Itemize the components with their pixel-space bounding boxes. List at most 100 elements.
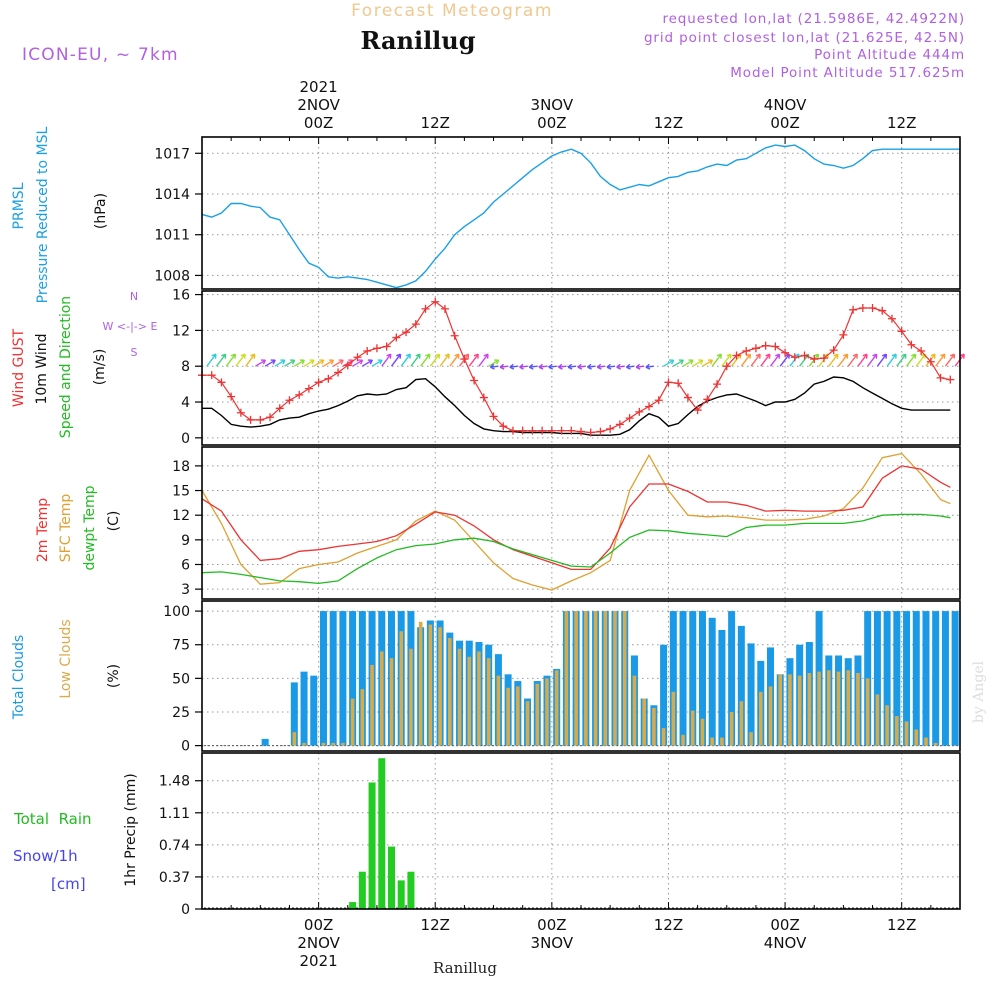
wind-direction-arrowhead	[616, 363, 622, 370]
wind-direction-arrowhead	[230, 353, 236, 359]
wind-gust-marker	[771, 342, 780, 351]
wind-gust-marker	[392, 333, 401, 342]
wind-label-gust: Wind GUST	[11, 328, 27, 407]
low-cloud-bar	[817, 671, 821, 746]
wind-gust-marker	[829, 346, 838, 355]
wind-direction-arrowhead	[930, 353, 936, 359]
low-cloud-bar	[418, 621, 423, 746]
wind-gust-marker	[275, 404, 284, 413]
wind-gust-marker	[207, 371, 216, 380]
wind-gust-marker	[713, 380, 722, 389]
total-cloud-bar	[922, 611, 930, 746]
wind-direction-arrowhead	[911, 353, 917, 359]
low-cloud-bar	[700, 718, 705, 746]
wind-direction-arrowhead	[891, 353, 897, 359]
wind-gust-marker	[557, 426, 566, 435]
low-cloud-bar	[350, 698, 355, 746]
wind-direction-arrow	[468, 353, 479, 367]
wind-gust-marker	[654, 396, 663, 405]
low-cloud-bar	[593, 611, 598, 746]
total-cloud-bar	[329, 611, 337, 746]
wind-gust-marker	[849, 305, 858, 314]
wind-direction-arrow	[216, 353, 227, 367]
low-cloud-bar	[622, 611, 627, 746]
total-cloud-bar	[290, 682, 298, 746]
low-cloud-bar	[856, 672, 860, 746]
ytick-label-pressure: 1011	[154, 228, 190, 244]
low-cloud-bar	[535, 683, 540, 746]
wind-direction-arrow	[626, 365, 635, 368]
wind-direction-arrow	[935, 353, 946, 367]
temp-label-sfc: SFC Temp	[58, 494, 74, 563]
wind-gust-marker	[431, 297, 440, 306]
wind-direction-arrowhead	[606, 363, 612, 370]
wind-gust-marker	[683, 393, 692, 402]
total-cloud-bar	[339, 611, 347, 746]
wind-direction-arrow	[568, 365, 577, 368]
low-cloud-bar	[749, 732, 753, 746]
wind-gust-marker	[266, 413, 275, 422]
wind-direction-arrowhead	[635, 363, 641, 370]
wind-direction-arrow	[828, 353, 839, 367]
wind-gust-marker	[946, 375, 955, 384]
cloud-labels: Total Clouds Low Clouds (%)	[11, 619, 122, 720]
wind-direction-arrowhead	[538, 363, 544, 370]
wind-direction-arrow	[509, 365, 518, 368]
wind-gust-marker	[878, 306, 887, 315]
total-cloud-bar	[261, 738, 269, 746]
total-cloud-bar	[932, 611, 940, 746]
wind-direction-arrowhead	[587, 363, 592, 370]
wind-gust-marker	[324, 374, 333, 383]
low-cloud-bar	[632, 675, 637, 746]
wind-direction-arrow	[225, 353, 236, 367]
wind-gust-marker	[868, 304, 877, 313]
top-date-label: 3NOV	[531, 96, 574, 114]
wind-direction-arrowhead	[280, 359, 286, 365]
precip-labels: Total Rain Snow/1h [cm] 1hr Precip (mm)	[13, 773, 139, 893]
wind-label-dir: Speed and Direction	[58, 296, 74, 438]
top-date-label: 4NOV	[764, 96, 807, 114]
rain-bar	[407, 871, 415, 909]
bottom-hour-label: 12Z	[654, 916, 683, 934]
wind-gust-marker	[227, 392, 236, 401]
wind-direction-arrow	[721, 353, 732, 367]
wind-direction-arrow	[769, 353, 781, 367]
total-cloud-bar	[941, 611, 949, 746]
low-cloud-bar	[865, 678, 870, 746]
low-cloud-bar	[895, 716, 899, 746]
wind-gust-marker	[596, 427, 605, 436]
precip-label-snow: Snow/1h	[13, 847, 78, 865]
low-cloud-bar	[496, 675, 501, 746]
wind-unit: (m/s)	[92, 349, 108, 386]
top-year-label: 2021	[300, 78, 338, 96]
temp-label-dewpt: dewpt Temp	[82, 485, 98, 570]
wind-direction-arrowhead	[940, 353, 946, 359]
low-cloud-bar	[554, 670, 559, 746]
wind-direction-arrowhead	[270, 359, 276, 365]
wind-gust-marker	[567, 426, 576, 435]
low-cloud-bar	[360, 689, 365, 746]
wind-direction-arrow	[915, 353, 926, 367]
wind-direction-arrow	[371, 359, 383, 367]
requested-coords: requested lon,lat (21.5986E, 42.4922N)	[662, 11, 965, 27]
wind-gust-marker	[586, 428, 595, 437]
top-hour-label: 12Z	[654, 114, 683, 132]
total-cloud-bar	[718, 629, 726, 746]
wind-direction-arrowhead	[499, 363, 505, 370]
precip-label-rain: Total Rain	[13, 810, 92, 828]
wind-direction-arrow	[702, 359, 713, 367]
wind-gust-marker	[800, 351, 809, 360]
low-cloud-bar	[428, 624, 433, 746]
wind-direction-arrowhead	[444, 353, 450, 359]
bottom-hour-label: 00Z	[537, 916, 566, 934]
gridpoint-coords: grid point closest lon,lat (21.625E, 42.…	[644, 30, 965, 46]
wind-direction-arrowhead	[775, 353, 781, 359]
wind-gust-marker	[528, 426, 537, 435]
wind-direction-arrowhead	[567, 363, 573, 370]
wind-direction-arrow	[361, 359, 373, 367]
wind-gust-marker	[761, 341, 770, 350]
wind-gust-marker	[917, 346, 926, 355]
wind-gust-marker	[343, 361, 352, 370]
total-cloud-bar	[737, 625, 745, 746]
wind-direction-arrowhead	[299, 359, 305, 365]
